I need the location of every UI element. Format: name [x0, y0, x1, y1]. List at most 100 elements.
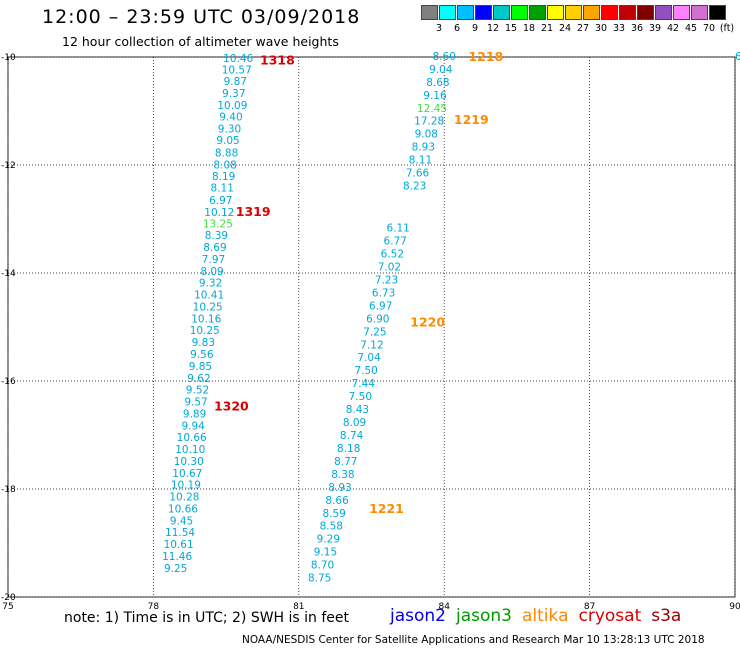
wave-height-value: 9.45	[170, 515, 193, 527]
wave-height-value: 9.62	[187, 373, 210, 385]
scale-swatch	[421, 5, 438, 20]
wave-height-value: 10.67	[172, 468, 202, 480]
wave-height-value: 10.16	[191, 313, 221, 325]
scale-label: 36	[630, 23, 644, 34]
x-tick-label: 87	[584, 602, 595, 612]
wave-height-value: 8.43	[346, 404, 369, 416]
wave-height-value: 8.09	[343, 417, 366, 429]
wave-height-value: 6.11	[386, 223, 409, 235]
scale-label: 21	[540, 23, 554, 34]
scale-label: 70	[702, 23, 716, 34]
scale-label: 42	[666, 23, 680, 34]
scale-label: 15	[504, 23, 518, 34]
scale-label: 30	[594, 23, 608, 34]
wave-height-value: 8.69	[203, 242, 226, 254]
wave-height-value: 7.50	[354, 365, 377, 377]
scale-label: 33	[612, 23, 626, 34]
wave-height-value: 8.74	[340, 430, 364, 442]
scale-label: 27	[576, 23, 590, 34]
wave-height-value: 9.87	[224, 76, 247, 88]
legend-entry-s3a: s3a	[651, 606, 682, 626]
wave-height-value: 11.54	[165, 527, 195, 539]
wave-height-value: 8.75	[308, 573, 331, 585]
wave-height-value: 6.97	[209, 195, 232, 207]
wave-height-value: 9.52	[186, 385, 209, 397]
plot-frame	[7, 56, 736, 598]
legend-entry-cryosat: cryosat	[578, 606, 642, 626]
wave-height-value: 7.04	[357, 352, 381, 364]
wave-height-value: 8.08	[213, 159, 236, 171]
wave-height-value: 10.19	[171, 480, 201, 492]
y-tick-label: -16	[1, 377, 16, 387]
wave-height-value: 8.68	[426, 77, 449, 89]
scale-swatch	[457, 5, 474, 20]
scale-swatch	[583, 5, 600, 20]
wave-height-value: 7.12	[360, 339, 383, 351]
wave-height-value: 10.09	[217, 100, 247, 112]
scale-swatch	[547, 5, 564, 20]
wave-height-value: 8.23	[403, 181, 426, 193]
scale-label: 39	[648, 23, 662, 34]
units-note: note: 1) Time is in UTC; 2) SWH is in fe…	[64, 610, 350, 626]
pass-number-label: 1221	[369, 501, 404, 516]
scale-swatch	[493, 5, 510, 20]
wave-height-value: 9.94	[181, 420, 205, 432]
wave-height-value: 8.11	[211, 183, 234, 195]
pass-number-label: 1219	[454, 112, 489, 127]
wave-height-value: 10.57	[222, 64, 252, 76]
wave-height-value: 8.93	[328, 482, 351, 494]
wave-height-value: 9.15	[314, 547, 337, 559]
x-tick-label: 90	[729, 602, 740, 612]
wave-height-value: 10.12	[204, 207, 234, 219]
wave-height-value: 7.97	[202, 254, 225, 266]
wave-height-value: 9.89	[183, 408, 206, 420]
scale-swatch	[475, 5, 492, 20]
wave-height-value: 7.02	[378, 262, 401, 274]
scale-swatch	[529, 5, 546, 20]
wave-height-value: 8.19	[212, 171, 235, 183]
y-tick-label: -10	[1, 53, 16, 63]
wave-height-value: 7.44	[352, 378, 376, 390]
x-tick-label: 84	[438, 602, 450, 612]
scale-swatch	[709, 5, 726, 20]
wave-height-value: 10.25	[193, 301, 223, 313]
scale-swatch	[691, 5, 708, 20]
scale-label: 18	[522, 23, 536, 34]
wave-height-value: 12.45	[417, 103, 447, 115]
wave-height-value: 10.10	[175, 444, 205, 456]
wave-height-value: 6	[735, 51, 740, 63]
wave-height-value: 8.93	[412, 142, 435, 154]
wave-height-value: 9.05	[216, 135, 239, 147]
wave-height-value: 7.25	[363, 326, 386, 338]
wave-height-value: 9.16	[423, 90, 447, 102]
y-tick-label: -14	[1, 269, 16, 279]
pass-number-label: 1320	[214, 398, 249, 413]
wave-height-value: 8.59	[322, 508, 345, 520]
wave-height-value: 10.41	[194, 290, 224, 302]
wave-height-value: 13.25	[203, 218, 233, 230]
y-tick-label: -18	[1, 485, 16, 495]
scale-swatch	[601, 5, 618, 20]
wave-height-value: 9.57	[184, 397, 207, 409]
scale-swatch	[637, 5, 654, 20]
wave-height-value: 11.46	[162, 551, 192, 563]
wave-height-value: 9.37	[222, 88, 245, 100]
scale-swatch	[619, 5, 636, 20]
wave-height-value: 9.40	[219, 111, 242, 123]
wave-height-value: 10.61	[164, 539, 194, 551]
y-tick-label: -20	[1, 593, 16, 603]
scale-label: (ft)	[719, 23, 735, 34]
pass-number-label: 1218	[468, 49, 503, 64]
scale-swatch	[673, 5, 690, 20]
satellite-legend: jason2 jason3 altika cryosat s3a	[390, 606, 691, 626]
wave-height-value: 9.83	[192, 337, 215, 349]
scale-swatch	[511, 5, 528, 20]
legend-entry-jason3: jason3	[456, 606, 512, 626]
wave-height-value: 6.73	[372, 287, 395, 299]
pass-number-label: 1319	[236, 204, 271, 219]
wave-height-value: 7.66	[406, 168, 430, 180]
wave-height-value: 8.70	[311, 560, 334, 572]
page-title: 12:00 – 23:59 UTC 03/09/2018	[42, 6, 361, 28]
wave-height-value: 6.97	[369, 300, 392, 312]
